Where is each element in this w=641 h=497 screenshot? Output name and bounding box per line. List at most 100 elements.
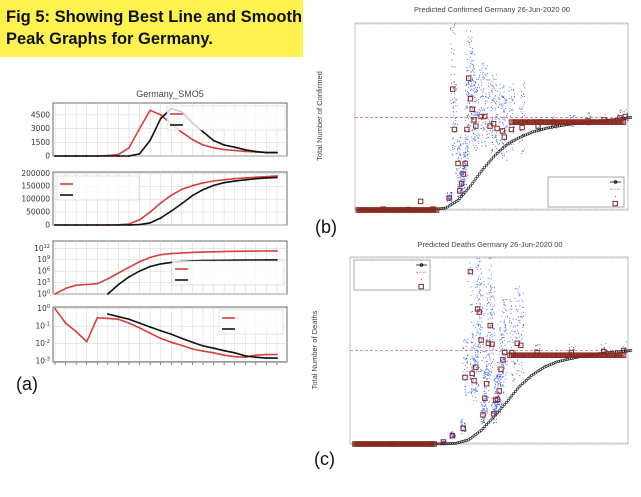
all-predicted-point xyxy=(505,99,507,101)
all-predicted-point xyxy=(473,68,475,70)
all-predicted-point xyxy=(475,351,476,353)
actual-point xyxy=(540,128,544,131)
all-predicted-point xyxy=(459,178,461,180)
data-point xyxy=(202,181,204,184)
all-predicted-point xyxy=(478,325,480,327)
all-predicted-point xyxy=(453,26,455,28)
all-predicted-point xyxy=(492,295,494,297)
all-predicted-point xyxy=(487,107,489,109)
all-predicted-point xyxy=(491,102,493,104)
all-predicted-point xyxy=(502,299,504,301)
all-predicted-point xyxy=(453,137,455,139)
actual-point xyxy=(538,128,542,132)
all-predicted-point xyxy=(499,83,501,85)
y-tick-label: 150000 xyxy=(21,182,50,191)
all-predicted-point xyxy=(482,408,484,410)
data-point xyxy=(159,337,162,340)
actual-point xyxy=(477,430,481,434)
all-predicted-point xyxy=(511,323,513,325)
all-predicted-point xyxy=(459,190,461,192)
all-predicted-point xyxy=(504,344,506,346)
chart-c xyxy=(349,256,633,447)
all-predicted-point xyxy=(449,196,451,198)
all-predicted-point xyxy=(469,47,471,48)
all-predicted-point xyxy=(497,381,499,383)
all-predicted-point xyxy=(488,133,490,135)
all-predicted-point xyxy=(471,384,473,386)
all-predicted-point xyxy=(488,377,490,379)
all-predicted-point xyxy=(470,286,472,288)
all-predicted-point xyxy=(476,135,478,137)
all-predicted-point xyxy=(455,152,457,154)
all-predicted-point xyxy=(496,85,498,87)
all-predicted-point xyxy=(464,427,466,429)
data-point xyxy=(244,150,247,153)
all-predicted-point xyxy=(489,95,491,97)
all-predicted-point xyxy=(478,299,480,301)
all-predicted-point xyxy=(503,358,505,360)
all-predicted-point xyxy=(494,412,495,414)
all-predicted-point xyxy=(481,282,483,284)
all-predicted-point xyxy=(442,442,444,444)
all-predicted-point xyxy=(463,339,465,341)
all-predicted-point xyxy=(483,88,485,90)
select-predicted-point xyxy=(485,340,492,346)
all-predicted-point xyxy=(488,397,489,399)
all-predicted-point xyxy=(498,97,500,99)
all-predicted-point xyxy=(495,137,497,138)
data-point xyxy=(128,146,130,149)
all-predicted-point xyxy=(492,122,494,124)
actual-point xyxy=(467,438,470,442)
all-predicted-point xyxy=(480,128,482,130)
data-point xyxy=(233,250,236,253)
all-predicted-point xyxy=(619,110,621,112)
all-predicted-point xyxy=(467,107,469,109)
data-point xyxy=(254,150,257,153)
all-predicted-point xyxy=(504,155,505,157)
all-predicted-point xyxy=(451,431,453,433)
all-predicted-point xyxy=(501,373,503,375)
all-predicted-point xyxy=(479,96,481,98)
all-predicted-point xyxy=(488,331,490,333)
all-predicted-point xyxy=(522,151,524,153)
actual-point xyxy=(542,127,545,131)
select-predicted-point xyxy=(469,106,475,113)
all-predicted-point xyxy=(486,406,488,408)
all-predicted-point xyxy=(618,116,620,118)
all-predicted-point xyxy=(467,80,469,82)
actual-point xyxy=(510,394,514,398)
all-predicted-point xyxy=(474,139,476,141)
all-predicted-point xyxy=(453,53,454,55)
all-predicted-point xyxy=(519,141,521,143)
all-predicted-point xyxy=(495,375,497,377)
all-predicted-point xyxy=(473,96,475,98)
all-predicted-point xyxy=(477,346,479,348)
all-predicted-point xyxy=(522,105,524,107)
all-predicted-point xyxy=(477,353,479,355)
all-predicted-point xyxy=(481,82,483,84)
all-predicted-point xyxy=(511,360,513,362)
all-predicted-point xyxy=(474,91,476,93)
all-predicted-point xyxy=(467,360,469,362)
all-predicted-point xyxy=(511,347,513,349)
all-predicted-point xyxy=(504,323,506,325)
all-predicted-point xyxy=(512,98,514,100)
panel-label-c: (c) xyxy=(314,449,335,469)
all-predicted-point xyxy=(479,317,481,319)
all-predicted-point xyxy=(503,321,505,323)
all-predicted-point xyxy=(458,148,460,150)
all-predicted-point xyxy=(451,436,453,438)
all-predicted-point xyxy=(485,356,487,358)
all-predicted-point xyxy=(491,91,493,93)
all-predicted-point xyxy=(472,375,474,377)
all-predicted-point xyxy=(464,181,466,183)
all-predicted-point xyxy=(451,93,452,95)
all-predicted-point xyxy=(486,336,488,338)
all-predicted-point xyxy=(502,384,504,386)
data-point xyxy=(180,252,183,254)
all-predicted-point xyxy=(471,59,473,61)
actual-point xyxy=(449,442,452,445)
all-predicted-point xyxy=(514,325,516,327)
all-predicted-point xyxy=(473,357,475,359)
